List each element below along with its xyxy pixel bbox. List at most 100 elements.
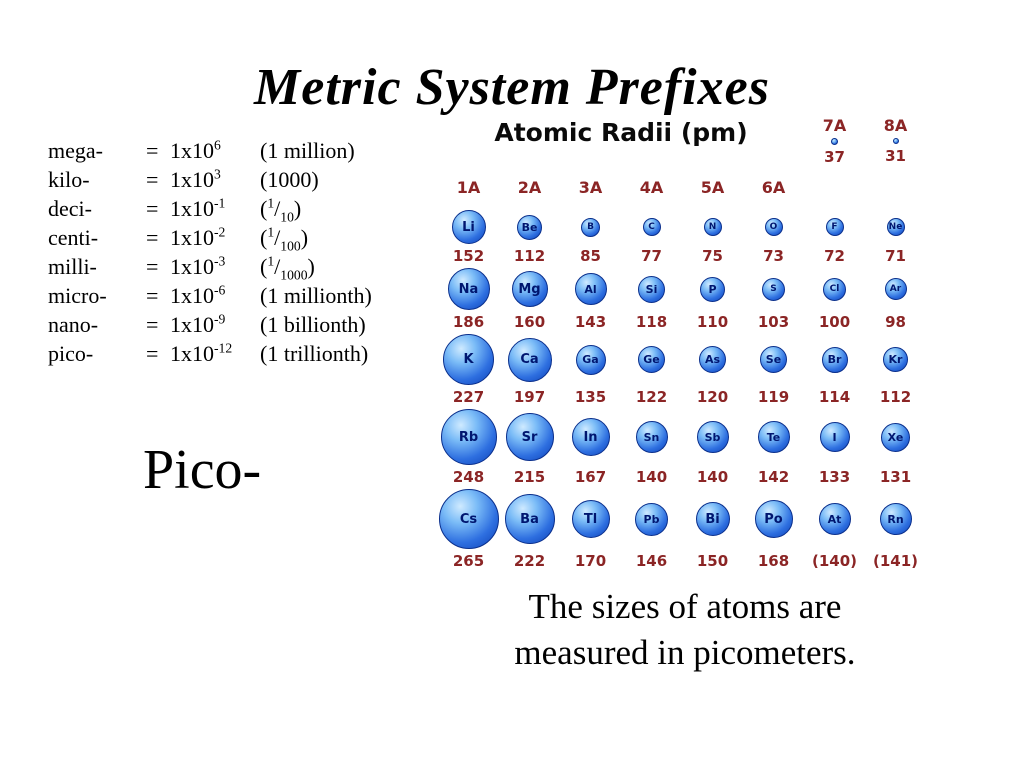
element-cell: Te 142: [743, 407, 804, 487]
element-symbol: N: [708, 222, 717, 232]
element-circle: O: [764, 218, 783, 236]
prefix-note: (1/10): [260, 195, 302, 225]
helium-radius-value: 31: [885, 147, 906, 165]
element-radius-value: 75: [702, 247, 723, 265]
element-symbol: Cs: [459, 511, 478, 527]
element-radius-value: 85: [580, 247, 601, 265]
element-symbol: As: [704, 353, 721, 366]
caption: The sizes of atoms are measured in picom…: [438, 584, 932, 676]
element-radius-value: 135: [574, 388, 607, 406]
equals-sign: =: [146, 138, 159, 163]
chart-title: Atomic Radii (pm): [494, 118, 748, 147]
element-symbol: Tl: [583, 511, 598, 527]
element-radius-value: 170: [574, 552, 607, 570]
element-radius-value: 142: [757, 468, 790, 486]
circle-wrap: K: [443, 332, 494, 387]
circle-wrap: Se: [760, 332, 787, 387]
element-radius-value: 118: [635, 313, 668, 331]
circle-wrap: Ne: [886, 208, 905, 246]
element-row: Na 186 Mg 160 Al 143 Si 118 P 110 S 103 Cl 100 Ar 98: [438, 266, 930, 332]
element-cell: N 75: [682, 208, 743, 266]
element-radius-value: 186: [452, 313, 485, 331]
element-radius-value: 100: [818, 313, 851, 331]
element-symbol: Sr: [521, 429, 538, 445]
element-circle: Br: [821, 346, 848, 373]
circle-wrap: S: [762, 266, 785, 312]
prefix-value: 1x10-12: [170, 340, 233, 366]
element-circle: B: [581, 217, 600, 237]
circle-wrap: C: [642, 208, 661, 246]
element-radius-value: 197: [513, 388, 546, 406]
prefix-note: (1/100): [260, 224, 309, 254]
prefix-value: 1x10-6: [170, 282, 226, 308]
circle-wrap: Ga: [575, 332, 606, 387]
group-header-8a: 8A: [883, 116, 908, 135]
prefix-name: deci-: [48, 196, 92, 221]
element-row: Rb 248 Sr 215 In 167 Sn 140 Sb 140 Te 142 I 133 Xe 131: [438, 407, 930, 487]
circle-wrap: Po: [754, 487, 793, 551]
prefix-row: centi- = 1x10-2 (1/100): [48, 223, 372, 254]
circle-wrap: Ca: [507, 332, 552, 387]
element-circle: Na: [447, 268, 490, 310]
element-cell: Se 119: [743, 332, 804, 407]
circle-wrap: Xe: [881, 407, 910, 467]
circle-wrap: Br: [821, 332, 848, 387]
element-symbol: K: [463, 352, 474, 367]
element-radius-value: 131: [879, 468, 912, 486]
group-header: 2A: [517, 178, 542, 197]
circle-wrap: O: [764, 208, 783, 246]
element-circle: Xe: [881, 422, 910, 452]
element-circle: At: [818, 503, 851, 535]
element-circle: Sr: [505, 413, 554, 461]
element-cell: Ge 122: [621, 332, 682, 407]
element-symbol: Na: [458, 281, 479, 297]
prefix-value: 1x106: [170, 137, 221, 163]
element-radius-value: 120: [696, 388, 729, 406]
element-symbol: Ne: [888, 222, 903, 232]
circle-wrap: Cl: [823, 266, 846, 312]
element-radius-value: 248: [452, 468, 485, 486]
element-cell: Kr 112: [865, 332, 926, 407]
element-radius-value: 71: [885, 247, 906, 265]
element-radius-value: 73: [763, 247, 784, 265]
element-symbol: Ga: [582, 353, 599, 366]
circle-wrap: Al: [574, 266, 607, 312]
element-circle: Li: [451, 210, 486, 244]
circle-wrap: Sn: [635, 407, 668, 467]
element-cell: Po 168: [743, 487, 804, 571]
element-symbol: B: [587, 222, 594, 232]
element-cell: Bi 150: [682, 487, 743, 571]
circle-wrap: Rb: [440, 407, 497, 467]
element-cell: Cs 265: [438, 487, 499, 571]
circle-wrap: Ba: [504, 487, 555, 551]
element-circle: Mg: [511, 271, 548, 307]
element-circle: S: [762, 277, 785, 301]
group-header: 3A: [578, 178, 603, 197]
element-symbol: S: [770, 284, 777, 294]
element-symbol: Mg: [518, 281, 541, 297]
element-cell: Xe 131: [865, 407, 926, 487]
element-symbol: Sb: [704, 430, 721, 444]
prefix-name: milli-: [48, 254, 97, 279]
prefix-row: deci- = 1x10-1 (1/10): [48, 194, 372, 225]
prefix-name: mega-: [48, 138, 103, 163]
element-radius-value: 112: [513, 247, 546, 265]
element-cell: Sn 140: [621, 407, 682, 487]
element-symbol: F: [831, 222, 838, 232]
element-symbol: Al: [584, 282, 597, 296]
element-symbol: Rn: [887, 512, 904, 526]
element-symbol: Be: [521, 220, 538, 234]
prefix-value: 1x10-1: [170, 195, 226, 221]
element-circle: Be: [517, 214, 542, 240]
element-radius-value: 150: [696, 552, 729, 570]
element-cell: Cl 100: [804, 266, 865, 332]
circle-wrap: I: [819, 407, 850, 467]
element-radius-value: 98: [885, 313, 906, 331]
prefix-note: (1000): [260, 167, 319, 192]
element-circle: Te: [757, 421, 790, 453]
element-cell: O 73: [743, 208, 804, 266]
element-symbol: Pb: [643, 512, 660, 526]
prefix-row: micro- = 1x10-6 (1 millionth): [48, 281, 372, 310]
element-cell: F 72: [804, 208, 865, 266]
element-radius-value: 215: [513, 468, 546, 486]
